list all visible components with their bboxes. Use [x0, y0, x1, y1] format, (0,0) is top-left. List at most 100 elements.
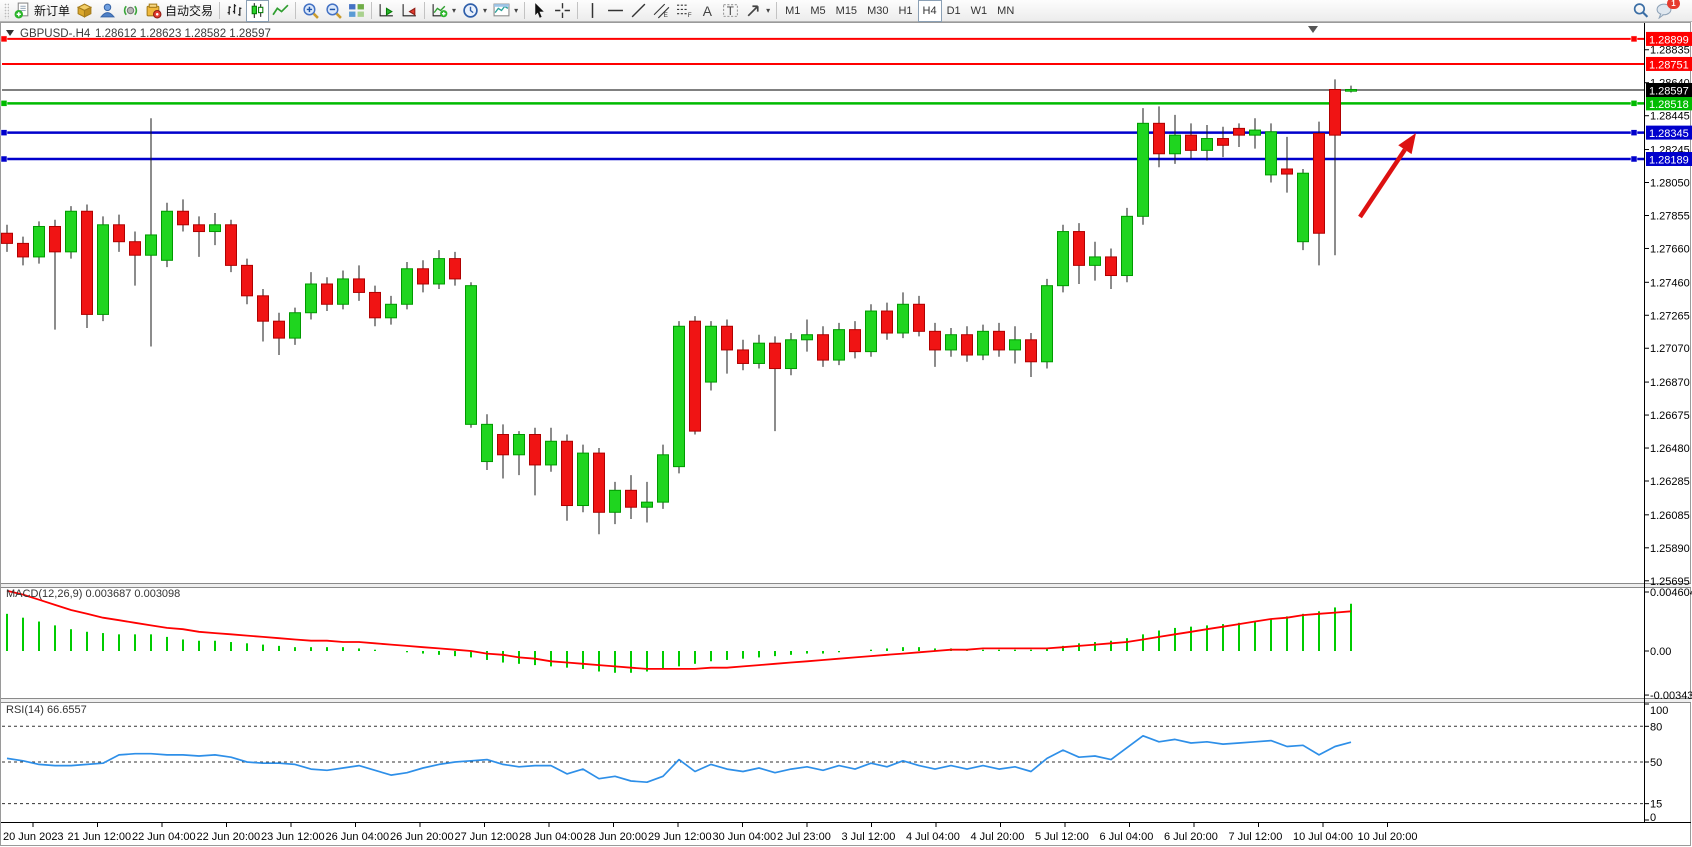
candle-body [81, 210, 93, 315]
candlestick-chart-button[interactable] [246, 0, 270, 22]
vertical-line-button[interactable] [581, 0, 604, 22]
hline-handle[interactable] [0, 35, 8, 43]
channel-button[interactable]: E [650, 0, 673, 22]
templates-button[interactable]: ▾ [490, 0, 521, 22]
indicators-icon [432, 4, 448, 18]
svg-text:F: F [688, 12, 692, 19]
chart-shift-marker[interactable] [1308, 26, 1318, 33]
tf-d1-button[interactable]: D1 [946, 4, 961, 17]
shapes-button[interactable]: ▾ [742, 0, 773, 22]
cursor-button[interactable] [528, 0, 551, 22]
price-tick-label: 1.27265 [1650, 310, 1690, 322]
hline-handle[interactable] [0, 155, 8, 163]
candle-body [1153, 122, 1165, 155]
tf-w1-button[interactable]: W1 [970, 4, 988, 17]
candle-body [257, 295, 269, 322]
macd-signal-line [6, 589, 1352, 670]
chart-shift-icon [402, 4, 416, 17]
price-tick-label: 1.26870 [1650, 377, 1690, 389]
candle-body [689, 320, 701, 432]
hline-handle[interactable] [1630, 155, 1638, 163]
tf-m30-button[interactable]: M30 [867, 4, 889, 17]
hline-handle[interactable] [1630, 35, 1638, 43]
tf-m1-button[interactable]: M1 [785, 4, 801, 17]
panel-separator-rsi[interactable] [1, 698, 1691, 703]
search-button[interactable] [1629, 0, 1652, 22]
candle-body [433, 258, 445, 285]
hline-handle[interactable] [1630, 100, 1638, 107]
text-button[interactable]: A [696, 0, 719, 22]
candle-body [993, 330, 1005, 351]
time-axis-label: 7 Jul 12:00 [1229, 831, 1283, 843]
candle-body [801, 334, 813, 341]
time-axis-label: 2 Jul 23:00 [777, 831, 831, 843]
time-axis-label: 6 Jul 04:00 [1100, 831, 1154, 843]
candle-body [1041, 285, 1053, 363]
tf-mn-button[interactable]: MN [997, 4, 1015, 17]
toolbar-separator [219, 2, 221, 19]
auto-scroll-button[interactable] [375, 0, 398, 22]
crosshair-button[interactable] [551, 0, 574, 22]
text-icon: A [703, 3, 713, 19]
trade-arrow-head[interactable] [1398, 133, 1416, 155]
tile-windows-button[interactable] [345, 0, 368, 22]
auto-scroll-icon [379, 4, 393, 17]
fibonacci-icon: F [677, 4, 692, 19]
hline-handle[interactable] [1630, 129, 1638, 136]
candle-body [929, 330, 941, 351]
symbol-dropdown-icon[interactable] [6, 30, 14, 36]
macd-axis-label: 0.004604 [1650, 587, 1692, 599]
time-axis-label: 26 Jun 20:00 [390, 831, 454, 843]
candle-body [1137, 122, 1149, 217]
periods-button[interactable]: ▾ [459, 0, 490, 22]
toolbar-grip[interactable] [4, 2, 9, 19]
candle-body [705, 325, 717, 383]
candle-body [241, 264, 253, 297]
price-tick-label: 1.28835 [1650, 45, 1690, 57]
tf-m15-button[interactable]: M15 [835, 4, 858, 17]
candle-body [401, 268, 413, 305]
candle-body [721, 325, 733, 351]
autotrading-button[interactable]: 自动交易 [142, 0, 216, 22]
line-chart-button[interactable] [269, 0, 292, 22]
candle-body [961, 334, 973, 356]
chat-button[interactable]: 1 [1652, 0, 1680, 22]
price-tick-label: 1.26480 [1650, 443, 1690, 455]
time-axis-label: 26 Jun 04:00 [326, 831, 390, 843]
trade-arrow-shaft[interactable] [1358, 148, 1407, 219]
zoom-out-button[interactable] [322, 0, 345, 22]
horizontal-line-button[interactable] [604, 0, 627, 22]
tf-m5-button[interactable]: M5 [810, 4, 826, 17]
candle-body [1185, 134, 1197, 151]
fibonacci-button[interactable]: F [673, 0, 696, 22]
candle-body [1297, 172, 1309, 243]
market-button[interactable] [73, 0, 96, 22]
tf-h1-button[interactable]: H1 [898, 4, 913, 17]
candle-body [1057, 231, 1069, 287]
text-label-button[interactable]: T [719, 0, 742, 22]
hline-handle[interactable] [0, 129, 8, 136]
candle-body [865, 310, 877, 353]
new-order-icon [14, 2, 29, 19]
autotrading-label: 自动交易 [165, 4, 214, 18]
trendline-icon [631, 3, 646, 18]
candle-body [593, 452, 605, 513]
zoom-in-button[interactable] [299, 0, 322, 22]
tf-h4-button[interactable]: H4 [917, 0, 942, 22]
candle-body [1217, 138, 1229, 146]
panel-separator-macd[interactable] [1, 583, 1691, 588]
indicators-button[interactable]: ▾ [428, 0, 459, 22]
svg-text:E: E [664, 12, 668, 19]
candle-body [609, 489, 621, 513]
new-order-button[interactable]: 新订单 [11, 0, 73, 22]
trendline-button[interactable] [627, 0, 650, 22]
chart-shift-button[interactable] [398, 0, 421, 22]
bar-chart-button[interactable] [223, 0, 246, 22]
dropdown-caret-icon: ▾ [483, 6, 488, 15]
macd-layer [6, 589, 1352, 673]
community-button[interactable] [96, 0, 119, 22]
hline-handle[interactable] [0, 100, 8, 107]
candle-body [641, 501, 653, 508]
overlay-layer [1308, 26, 1416, 219]
signals-button[interactable] [119, 0, 142, 22]
